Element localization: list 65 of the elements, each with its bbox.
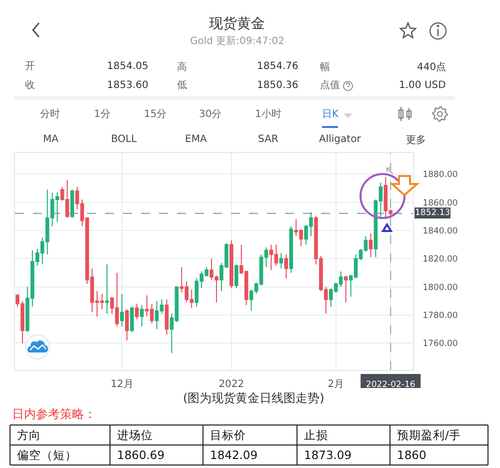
candlestick [120,293,124,327]
text: 1860.69 [117,448,165,462]
text: 1854.76 [257,61,298,72]
text: SAR [258,134,278,145]
text: 止损 [304,428,328,442]
text: 15分 [144,108,167,120]
text: 30分 [199,108,222,120]
candlestick [230,240,234,289]
ref-line-label: 1852.13 [415,208,450,218]
text: 1873.09 [304,448,352,462]
text: 1842.09 [210,448,258,462]
text: 1.00 USD [399,80,446,91]
x-tick-label: 2022-02-16 [366,380,416,390]
y-tick-label: 1760.00 [422,339,458,350]
candlestick [344,275,348,303]
text: 更多 [406,134,426,146]
candlestick [284,254,288,279]
text: 现货黄金 [209,16,265,32]
text: 1小时 [255,108,282,120]
text: 日K [322,109,339,120]
y-tick-label: 1800.00 [422,282,458,293]
text: EMA [185,134,207,145]
text: 低 [177,80,187,91]
text: 幅 [320,61,330,73]
candlestick [134,303,139,320]
text: 1分 [94,108,110,120]
text: 1860 [397,448,426,462]
candlestick [368,232,373,258]
text: 1854.05 [107,61,148,72]
y-tick-label: 1880.00 [422,170,458,180]
candlestick [105,264,109,314]
text: BOLL [111,134,138,145]
text: 点值 [320,79,340,91]
text: 高 [177,61,187,73]
text: 日内参考策略： [12,407,96,421]
text: 预期盈利/手 [397,428,461,442]
y-tick-label: 1860.00 [422,198,458,208]
candlestick [289,226,294,274]
y-tick-label: 1820.00 [422,254,458,265]
text: 440点 [417,61,446,73]
text: 开 [25,61,35,72]
text: Gold 更新:09:47:02 [190,35,284,47]
text: 偏空（短） [17,448,77,462]
candlestick [140,304,144,327]
candlestick [130,306,134,332]
candlestick [70,189,74,218]
text: (图为现货黄金日线图走势) [183,391,324,405]
text: 1853.60 [107,80,148,91]
text: MA [43,134,59,145]
x-tick-label: 2月 [328,379,344,390]
y-tick-label: 1840.00 [422,226,458,236]
text: 进场位 [117,428,153,442]
x-tick-label: 2022 [218,379,244,390]
text: 目标价 [210,428,246,442]
text: 1850.36 [257,80,298,91]
x-tick-label: 12月 [110,379,134,390]
text: Alligator [319,134,362,145]
text: 收 [25,80,35,91]
candlestick [164,299,169,336]
text: 方向 [17,428,41,442]
candlestick [125,308,129,341]
text: 分时 [40,108,60,120]
candlestick [279,252,284,270]
y-tick-label: 1780.00 [422,311,458,322]
candlestick [234,264,238,289]
